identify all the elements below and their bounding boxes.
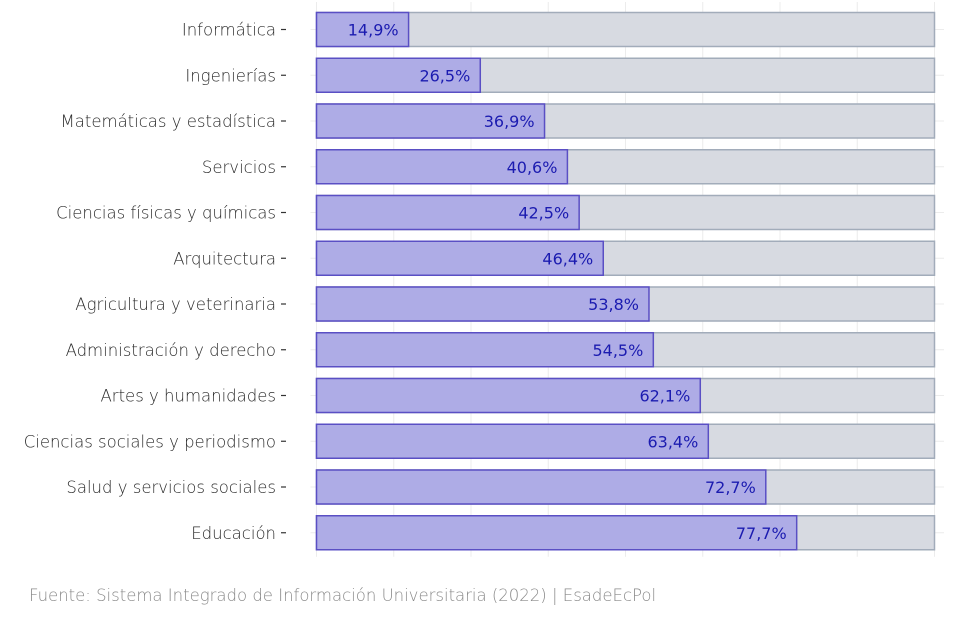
value-bar [315, 286, 650, 322]
value-bar [315, 423, 710, 459]
category-label: Educación [191, 524, 276, 543]
value-bar [315, 11, 410, 48]
value-bar [315, 240, 605, 276]
category-label: Matemáticas y estadística [61, 112, 276, 131]
value-bar [315, 332, 655, 368]
value-label: 36,9% [484, 112, 535, 131]
category-label: Administración y derecho [66, 341, 276, 360]
bars [315, 11, 936, 551]
background-bar [315, 11, 936, 48]
value-label: 40,6% [507, 158, 558, 177]
value-label: 63,4% [647, 432, 698, 451]
value-bar [315, 103, 546, 139]
category-label: Ciencias físicas y químicas [56, 204, 276, 223]
value-label: 14,9% [348, 21, 399, 40]
source-note: Fuente: Sistema Integrado de Información… [29, 586, 657, 605]
category-label: Agricultura y veterinaria [75, 295, 276, 314]
category-label: Artes y humanidades [101, 387, 277, 406]
value-label: 77,7% [736, 524, 787, 543]
value-bar [315, 377, 702, 414]
category-label: Informática [182, 21, 276, 40]
value-label: 62,1% [639, 387, 690, 406]
value-label: 53,8% [588, 295, 639, 314]
value-label: 26,5% [419, 66, 470, 85]
category-label: Ingenierías [185, 66, 276, 85]
value-label: 54,5% [592, 341, 643, 360]
category-label: Ciencias sociales y periodismo [24, 432, 276, 451]
labels: 14,9% Informática 26,5% Ingenierías 36,9% Mat… [24, 21, 787, 543]
value-bar [315, 469, 767, 505]
category-label: Salud y servicios sociales [66, 478, 276, 497]
value-bar [315, 149, 569, 185]
value-label: 72,7% [705, 478, 756, 497]
value-bar [315, 515, 798, 551]
category-label: Servicios [202, 158, 276, 177]
value-bar [315, 57, 482, 93]
value-label: 42,5% [518, 204, 569, 223]
category-label: Arquitectura [173, 249, 276, 268]
value-label: 46,4% [542, 249, 593, 268]
value-bar [315, 194, 580, 231]
